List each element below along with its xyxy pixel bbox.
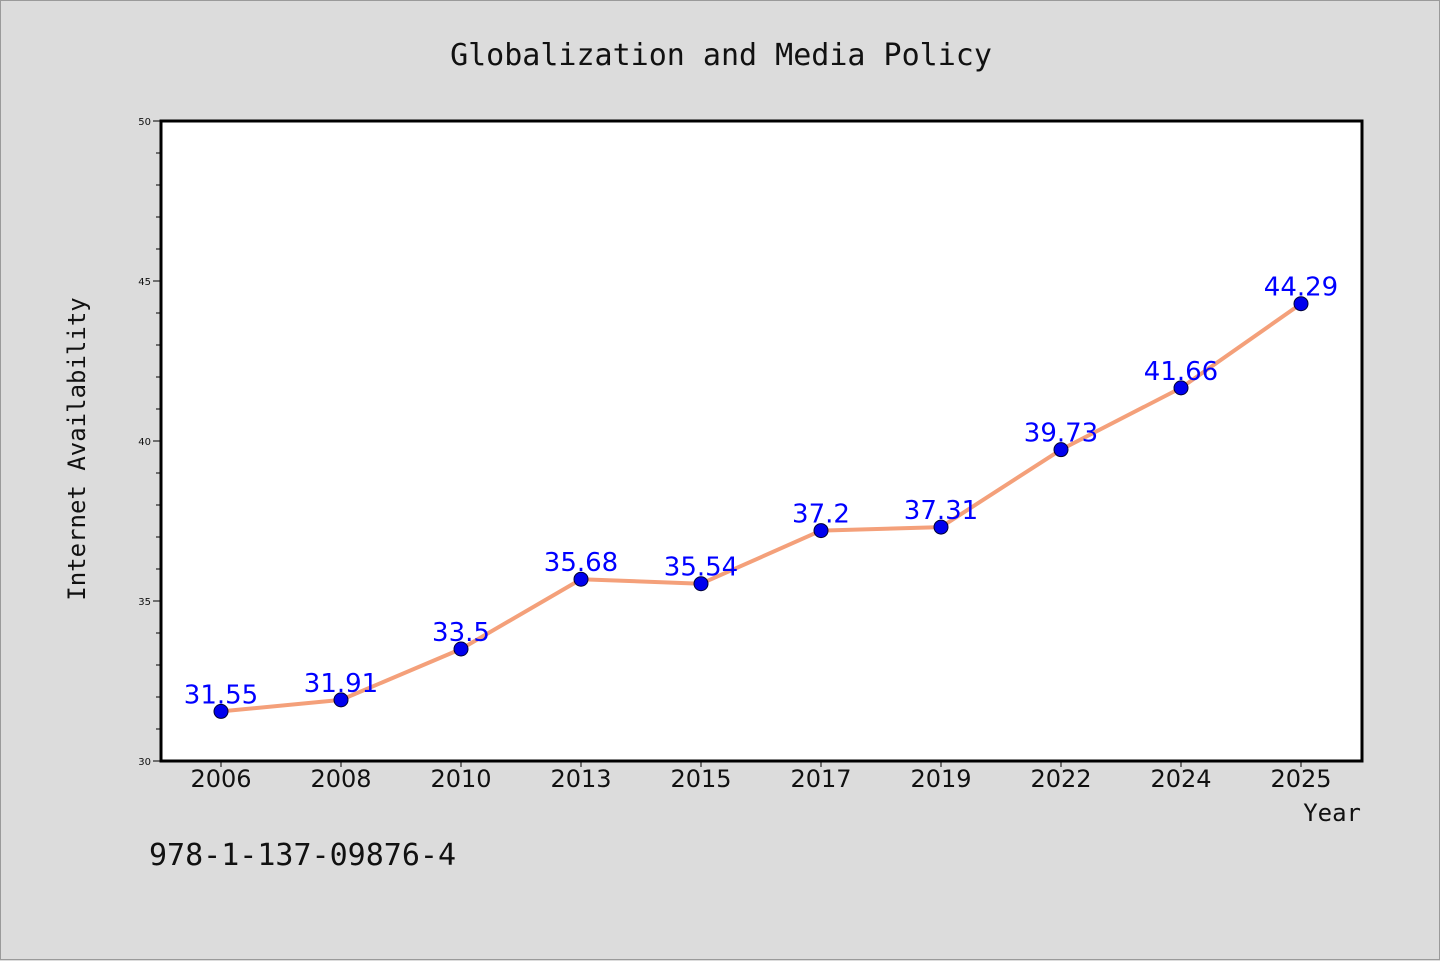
x-tick-label: 2008 xyxy=(310,765,371,793)
x-tick-label: 2010 xyxy=(430,765,491,793)
data-label: 44.29 xyxy=(1264,273,1338,303)
data-labels: 31.55 31.91 33.5 35.68 35.54 37.2 37.31 39.73 41… xyxy=(184,273,1338,711)
data-label: 35.54 xyxy=(664,553,738,583)
data-point xyxy=(453,641,469,657)
plot-area xyxy=(159,119,1364,763)
x-tick-label: 2013 xyxy=(550,765,611,793)
series-line-group xyxy=(220,302,1303,714)
data-point xyxy=(1053,442,1069,458)
data-label: 39.73 xyxy=(1024,419,1098,449)
data-point xyxy=(1173,380,1189,396)
x-tick-label: 2022 xyxy=(1030,765,1091,793)
y-axis-label: Internet Availability xyxy=(63,297,91,600)
series-line xyxy=(220,302,1303,714)
y-tick-label: 30 xyxy=(138,757,151,768)
data-point xyxy=(573,571,589,587)
data-point xyxy=(213,703,229,719)
data-point xyxy=(693,576,709,592)
y-axis-ticks: 30 35 40 45 50 xyxy=(138,117,161,768)
data-label: 31.91 xyxy=(304,669,378,699)
x-tick-label: 2025 xyxy=(1270,765,1331,793)
data-point xyxy=(813,523,829,539)
data-label: 33.5 xyxy=(432,618,490,648)
data-label: 31.55 xyxy=(184,680,258,710)
chart-title: Globalization and Media Policy xyxy=(450,38,992,73)
isbn-annotation: 978-1-137-09876-4 xyxy=(149,838,456,873)
data-markers xyxy=(213,296,1309,719)
data-label: 35.68 xyxy=(544,548,618,578)
data-point xyxy=(1293,296,1309,312)
x-tick-label: 2024 xyxy=(1150,765,1211,793)
y-tick-label: 50 xyxy=(138,117,151,128)
data-point xyxy=(333,692,349,708)
data-label: 37.2 xyxy=(792,500,850,530)
y-tick-label: 40 xyxy=(138,437,151,448)
x-tick-label: 2019 xyxy=(910,765,971,793)
x-axis-label: Year xyxy=(1303,799,1361,827)
data-label: 41.66 xyxy=(1144,357,1218,387)
x-tick-label: 2015 xyxy=(670,765,731,793)
data-point xyxy=(933,519,949,535)
x-tick-label: 2017 xyxy=(790,765,851,793)
y-tick-label: 45 xyxy=(138,277,151,288)
data-label: 37.31 xyxy=(904,496,978,526)
x-axis-ticks: 2006 2008 2010 2013 2015 2017 2019 2022 2024 2025 xyxy=(190,761,1332,793)
y-tick-label: 35 xyxy=(138,597,151,608)
x-tick-label: 2006 xyxy=(190,765,251,793)
